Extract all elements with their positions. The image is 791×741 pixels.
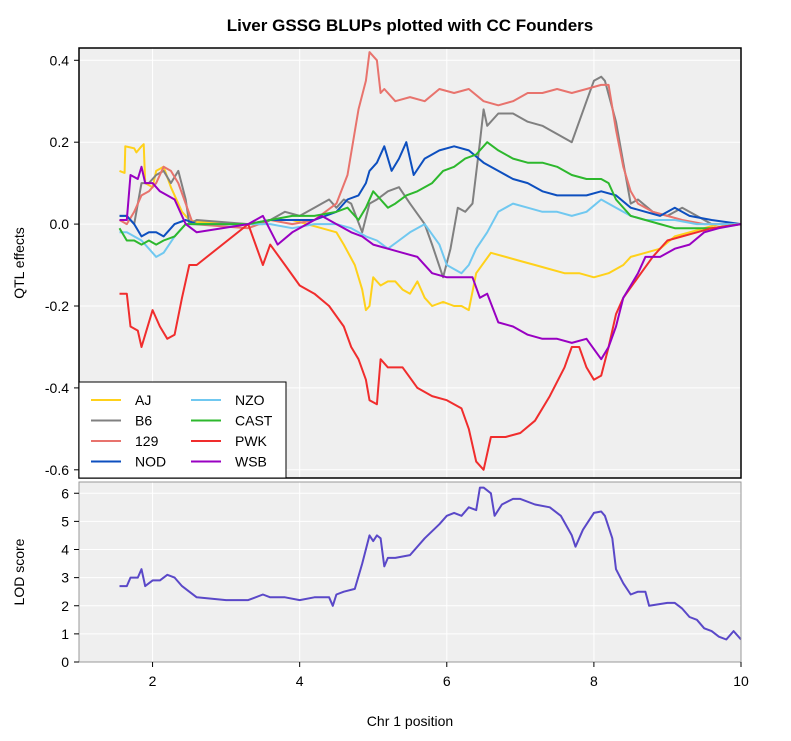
lod-panel: 0 1 2 3 4 5 6 2 4 6 8 10 LOD score Chr 1 position — [11, 481, 749, 729]
effects-panel-border — [78, 47, 742, 479]
legend-label-pwk: PWK — [235, 433, 268, 449]
lod-series-line — [119, 486, 742, 641]
legend-label-129: 129 — [135, 433, 159, 449]
legend-label-nod: NOD — [135, 454, 166, 470]
lod-panel-background — [79, 482, 741, 662]
lod-y-tick-label-1: 1 — [61, 626, 69, 642]
x-axis-label: Chr 1 position — [367, 713, 453, 729]
series-line-wsb — [119, 165, 742, 361]
lod-y-tick-label-3: 3 — [61, 570, 69, 586]
lod-y-tick-label-2: 2 — [61, 598, 69, 614]
x-tick-label-3: 8 — [590, 673, 598, 689]
series-line-pwk — [119, 223, 742, 471]
series-line-cast — [118, 141, 742, 246]
lod-panel-border — [78, 481, 742, 663]
legend-label-nzo: NZO — [235, 392, 265, 408]
effects-y-axis-label: QTL effects — [11, 227, 27, 299]
lod-y-tick-label-5: 5 — [61, 513, 69, 529]
effects-y-tick-label-3: 0.0 — [50, 216, 70, 232]
lod-y-axis-label: LOD score — [11, 538, 27, 605]
legend-label-cast: CAST — [235, 413, 273, 429]
legend-label-wsb: WSB — [235, 454, 267, 470]
chart-title: Liver GSSG BLUPs plotted with CC Founder… — [227, 16, 593, 35]
lod-y-tick-label-4: 4 — [61, 542, 69, 558]
legend-label-aj: AJ — [135, 392, 151, 408]
series-line-129 — [119, 51, 741, 230]
x-tick-label-0: 2 — [149, 673, 157, 689]
effects-y-tick-label-2: -0.2 — [45, 298, 69, 314]
effects-y-tick-label-1: -0.4 — [45, 380, 69, 396]
effects-y-tick-label-4: 0.2 — [50, 134, 70, 150]
lod-y-axis: 0 1 2 3 4 5 6 — [61, 485, 79, 670]
legend: AJ B6 129 NOD NZO CAST PWK WSB — [78, 381, 287, 479]
lod-line — [119, 486, 742, 641]
lod-y-tick-label-0: 0 — [61, 654, 69, 670]
series-line-aj — [119, 143, 741, 312]
legend-label-b6: B6 — [135, 413, 152, 429]
effects-series-lines — [118, 51, 742, 471]
effects-y-tick-label-0: -0.6 — [45, 462, 69, 478]
series-line-nod — [119, 141, 742, 238]
effects-y-tick-label-5: 0.4 — [50, 52, 70, 68]
effects-panel: -0.6 -0.4 -0.2 0.0 0.2 0.4 QTL effects AJ B6 12… — [11, 47, 742, 479]
effects-y-axis: -0.6 -0.4 -0.2 0.0 0.2 0.4 — [45, 52, 79, 478]
x-tick-label-4: 10 — [733, 673, 749, 689]
lod-x-axis: 2 4 6 8 10 — [149, 662, 749, 689]
x-tick-label-2: 6 — [443, 673, 451, 689]
lod-y-tick-label-6: 6 — [61, 485, 69, 501]
x-tick-label-1: 4 — [296, 673, 304, 689]
